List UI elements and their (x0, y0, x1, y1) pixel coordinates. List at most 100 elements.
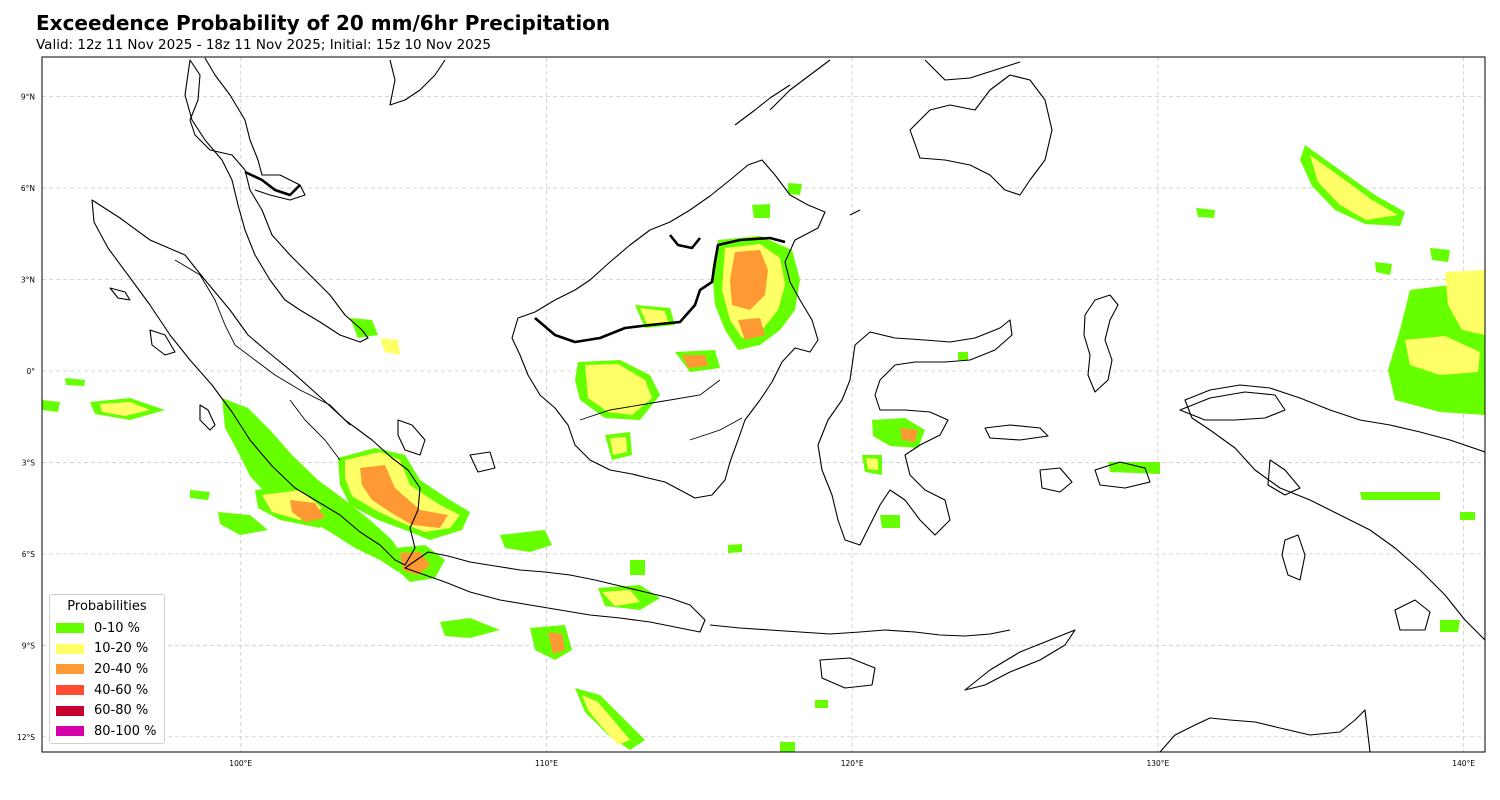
coastline-timor (964, 629, 1076, 691)
latitude-tick-labels: 9°N 6°N 3°N 0° 3°S 6°S 9°S 12°S (17, 93, 35, 742)
legend-label: 80-100 % (94, 723, 157, 739)
boundary-malaysia-thailand (244, 170, 301, 197)
lat-tick-label: 12°S (17, 733, 35, 742)
prob-area-green (440, 618, 500, 638)
legend: Probabilities 0-10 % 10-20 % 20-40 % 40-60 … (49, 594, 165, 744)
lat-tick-label: 3°S (22, 458, 36, 467)
prob-area-yellow (1405, 336, 1480, 375)
prob-area-orange (548, 632, 565, 654)
coastline-lesser-sunda (709, 624, 1011, 637)
legend-label: 0-10 % (94, 620, 140, 636)
prob-area-green (958, 352, 968, 360)
coastline-bird-head (1267, 459, 1301, 496)
prob-area-green (65, 378, 85, 386)
coastline-aru (1281, 534, 1306, 581)
coastline-malay-peninsula (184, 59, 369, 343)
boundary-malaysia-indonesia-borneo (534, 236, 786, 344)
coastline-nias (149, 329, 176, 356)
coastline-sulawesi (817, 319, 1013, 546)
legend-entries: 0-10 % 10-20 % 20-40 % 40-60 % 60-80 % 80-100… (56, 618, 158, 742)
coastline-simeulue (109, 287, 131, 301)
prob-area-orange (900, 428, 918, 442)
prob-area-yellow (866, 458, 878, 470)
prob-area-orange (738, 318, 765, 340)
boundary-sarawak (668, 234, 702, 250)
coastline-fakfak (1394, 599, 1431, 631)
legend-entry: 10-20 % (56, 639, 158, 660)
prob-area-green (752, 204, 770, 218)
prob-area-green (815, 700, 828, 708)
admin-line (174, 259, 351, 426)
prob-area-green (1360, 492, 1440, 500)
prob-area-yellow (1310, 155, 1398, 220)
coastlines (91, 57, 1485, 752)
coastline-belitung (469, 451, 496, 473)
prob-area-green (1196, 208, 1215, 218)
coastline-indochina (389, 59, 446, 106)
lon-tick-label: 130°E (1146, 759, 1169, 768)
prob-area-green (1460, 512, 1475, 520)
prob-area-green (630, 560, 645, 575)
lat-tick-label: 9°S (22, 641, 36, 650)
legend-entry: 40-60 % (56, 680, 158, 701)
coastline-new-guinea (1184, 384, 1485, 641)
coastline-sumatra (91, 199, 421, 566)
map-frame (41, 56, 1486, 753)
coastline-sumba (819, 657, 876, 689)
coastline-sulu (849, 209, 861, 216)
prob-area-orange (360, 465, 448, 528)
prob-area-green (1108, 462, 1160, 474)
admin-line (289, 399, 341, 461)
prob-area-green (500, 530, 552, 552)
legend-swatch (56, 705, 84, 716)
prob-area-green (788, 183, 802, 195)
longitude-tick-labels: 100°E 110°E 120°E 130°E 140°E (229, 759, 1475, 768)
prob-area-green (880, 515, 900, 528)
coastline-palawan (734, 84, 791, 126)
lon-tick-label: 100°E (229, 759, 252, 768)
coastline-australia (1159, 709, 1371, 752)
admin-boundaries (174, 259, 743, 461)
prob-area-green (1375, 262, 1392, 275)
lon-tick-label: 140°E (1452, 759, 1475, 768)
legend-swatch (56, 726, 84, 737)
prob-area-yellow (602, 590, 640, 606)
lat-tick-label: 6°N (21, 184, 35, 193)
country-boundaries (244, 170, 786, 344)
admin-line (579, 379, 721, 421)
prob-area-orange (290, 500, 325, 522)
prob-area-yellow (1445, 270, 1485, 335)
legend-label: 20-40 % (94, 661, 149, 677)
prob-area-orange (682, 355, 708, 368)
lon-tick-label: 120°E (841, 759, 864, 768)
lat-tick-label: 9°N (21, 93, 35, 102)
legend-label: 10-20 % (94, 641, 149, 657)
map-title: Exceedence Probability of 20 mm/6hr Prec… (36, 11, 611, 35)
coastline-philippines-visayas (924, 59, 1021, 81)
prob-area-green (350, 318, 378, 338)
legend-entry: 0-10 % (56, 618, 158, 639)
prob-area-green (728, 544, 742, 553)
lon-tick-label: 110°E (535, 759, 558, 768)
legend-entry: 60-80 % (56, 700, 158, 721)
prob-area-green (1440, 620, 1460, 632)
coastline-tanimbar (1039, 467, 1073, 493)
legend-swatch (56, 623, 84, 634)
prob-area-orange (730, 250, 768, 310)
legend-entry: 20-40 % (56, 659, 158, 680)
legend-label: 60-80 % (94, 703, 149, 719)
prob-area-yellow (100, 402, 150, 416)
prob-area-yellow (380, 338, 400, 355)
coastline-banggai (984, 424, 1049, 441)
prob-area-green (190, 490, 210, 500)
coastline-java (404, 551, 706, 633)
prob-area-green (218, 512, 268, 535)
prob-area-green (1430, 248, 1450, 262)
map-subtitle: Valid: 12z 11 Nov 2025 - 18z 11 Nov 2025… (36, 37, 491, 53)
legend-swatch (56, 685, 84, 696)
coastline-buru (1094, 461, 1151, 489)
coastline-philippines-north (769, 59, 831, 111)
coastline-seram (1179, 391, 1286, 421)
lat-tick-label: 0° (26, 367, 35, 376)
